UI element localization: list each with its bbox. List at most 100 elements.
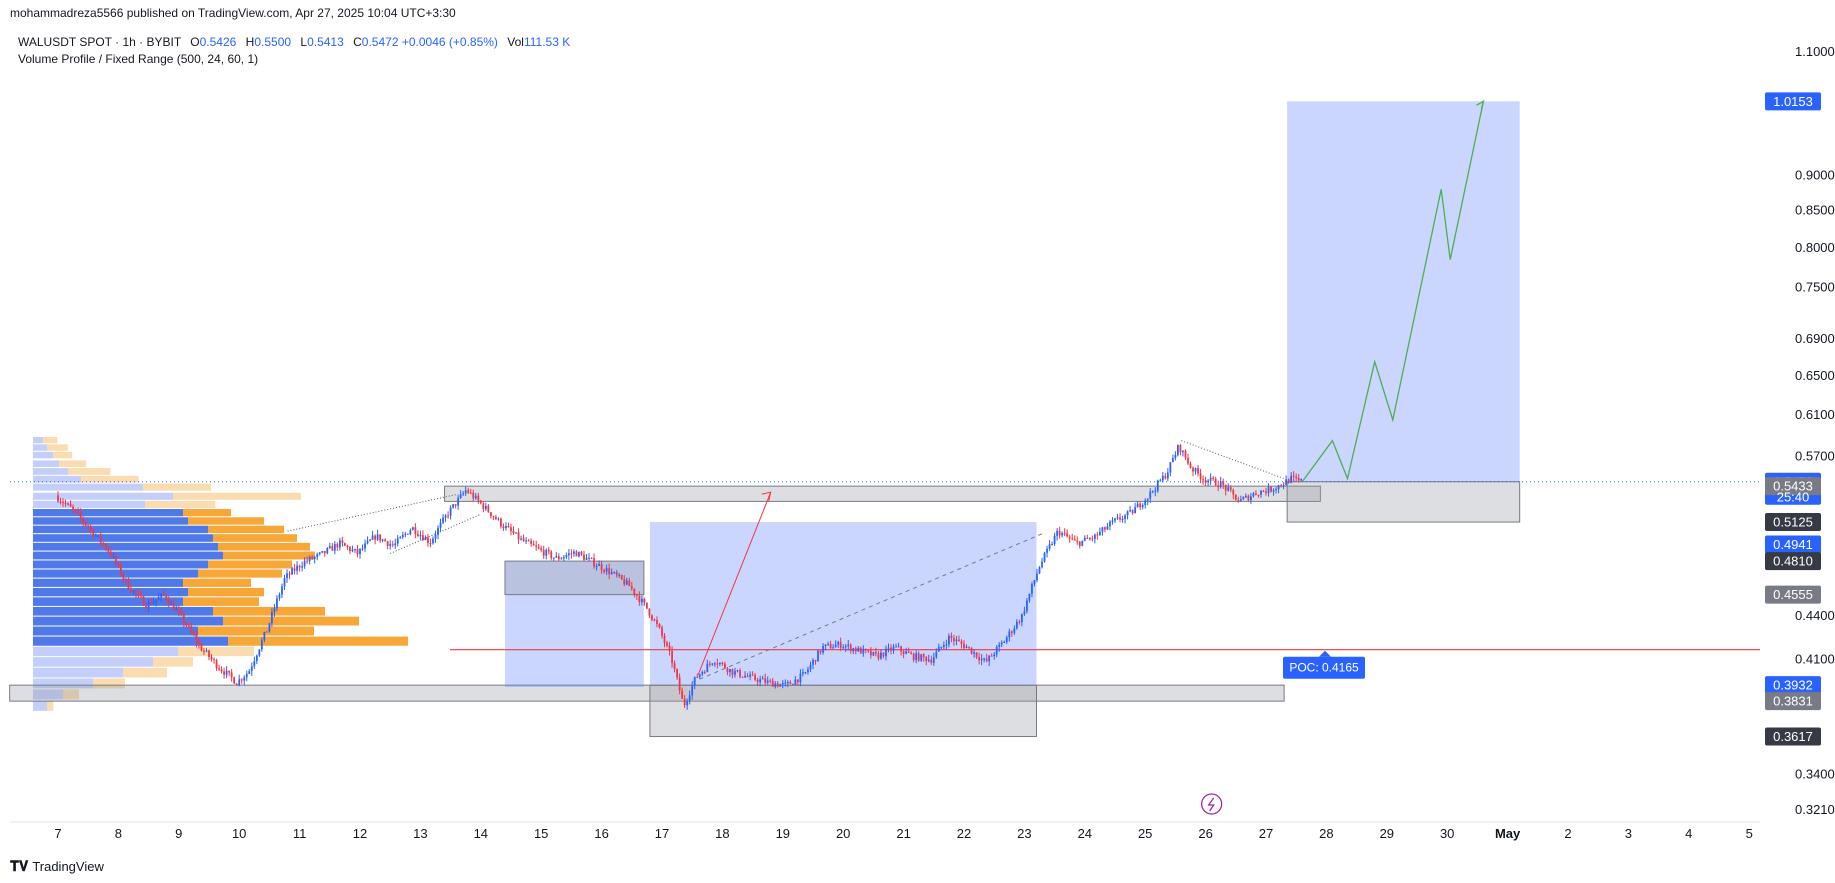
- candle-body: [925, 657, 928, 662]
- candle-body: [545, 549, 548, 556]
- candle-body: [311, 556, 314, 560]
- candle-body: [1116, 517, 1119, 519]
- vp-bar-up: [33, 667, 123, 678]
- candle-body: [439, 522, 442, 528]
- price-tick-label: 0.9000: [1795, 168, 1835, 183]
- change-value: +0.0046 (+0.85%): [401, 35, 498, 49]
- candle-body: [605, 568, 608, 572]
- candle-body: [69, 503, 72, 507]
- candle-body: [278, 594, 281, 599]
- vp-bar-down: [59, 460, 87, 468]
- candle-body: [449, 507, 452, 516]
- candle-body: [263, 632, 266, 641]
- candle-body: [557, 556, 560, 560]
- candle-body: [988, 655, 991, 662]
- target-path: [287, 99, 1485, 683]
- candle-body: [854, 648, 857, 652]
- candle-body: [1237, 500, 1240, 502]
- candle-body: [633, 588, 636, 595]
- candle-body: [1020, 614, 1023, 623]
- candle-body: [62, 501, 64, 504]
- time-tick-label: 14: [474, 826, 488, 841]
- candle-body: [759, 679, 762, 683]
- candle-body: [268, 623, 271, 632]
- candle-body: [1232, 489, 1235, 495]
- candle-body: [676, 669, 678, 678]
- candle-body: [57, 495, 59, 502]
- candle-body: [313, 556, 316, 560]
- candle-body: [1224, 484, 1227, 491]
- candle-body: [749, 674, 751, 677]
- candle-body: [1219, 481, 1222, 487]
- candle-body: [170, 602, 173, 605]
- candle-body: [804, 672, 807, 674]
- candle-body: [1297, 477, 1300, 481]
- candle-body: [328, 546, 331, 549]
- candle-body: [535, 545, 538, 547]
- candle-body: [877, 653, 880, 659]
- candle-body: [424, 537, 427, 541]
- candle-body: [960, 641, 963, 644]
- candle-body: [1187, 457, 1189, 464]
- candle-body: [625, 580, 628, 585]
- candle-body: [1083, 537, 1086, 541]
- candle-body: [109, 551, 112, 557]
- candle-body: [1124, 515, 1126, 520]
- candle-body: [286, 573, 288, 579]
- candle-body: [484, 505, 487, 510]
- candle-body: [427, 537, 429, 543]
- candle-body: [895, 646, 897, 648]
- candle-body: [880, 652, 882, 659]
- footer-brand[interactable]: 𝐓𝐕 TradingView: [10, 858, 104, 875]
- candle-body: [248, 671, 251, 674]
- candle-body: [182, 614, 185, 623]
- candle-body: [603, 570, 606, 572]
- candle-body: [333, 543, 336, 551]
- candle-body: [1207, 480, 1210, 483]
- symbol-label[interactable]: WALUSDT SPOT · 1h · BYBIT: [18, 35, 181, 49]
- candle-body: [958, 639, 960, 642]
- time-tick-label: 5: [1746, 826, 1753, 841]
- candle-body: [1290, 475, 1293, 483]
- candle-body: [1134, 507, 1137, 514]
- vp-bar-up: [33, 475, 81, 483]
- time-tick-label: 30: [1440, 826, 1454, 841]
- candle-body: [814, 659, 817, 662]
- candle-body: [623, 579, 626, 585]
- candle-body: [298, 565, 301, 568]
- candle-body: [102, 542, 105, 545]
- candle-body: [472, 492, 475, 499]
- candle-body: [540, 548, 543, 550]
- poc-badge-pointer: [1319, 650, 1331, 657]
- candle-body: [195, 635, 198, 643]
- candle-body: [829, 643, 832, 649]
- candle-body: [663, 635, 666, 643]
- candle-body: [832, 647, 835, 649]
- low-value: 0.5413: [307, 35, 344, 49]
- candle-body: [930, 659, 933, 663]
- candle-body: [1194, 468, 1197, 472]
- vp-bar-down: [183, 508, 231, 517]
- vp-bar-up: [33, 492, 173, 500]
- candle-body: [238, 679, 241, 686]
- candle-body: [769, 680, 772, 682]
- candle-body: [97, 535, 100, 537]
- vp-bar-down: [188, 587, 264, 597]
- vp-bar-up: [33, 460, 59, 468]
- candle-body: [857, 647, 860, 652]
- candle-body: [114, 555, 117, 564]
- lightning-icon: [1200, 793, 1223, 815]
- vp-bar-down: [178, 646, 254, 657]
- candle-body: [215, 660, 218, 669]
- candle-body: [512, 531, 515, 534]
- candle-body: [338, 540, 341, 548]
- candle-body: [638, 595, 641, 603]
- candle-body: [364, 543, 366, 549]
- indicator-label[interactable]: Volume Profile / Fixed Range (500, 24, 6…: [18, 52, 259, 66]
- candle-body: [1121, 519, 1124, 521]
- vp-bar-down: [183, 597, 259, 606]
- grey-zone: [9, 684, 1285, 702]
- candle-body: [1171, 458, 1174, 463]
- candle-body: [797, 679, 799, 683]
